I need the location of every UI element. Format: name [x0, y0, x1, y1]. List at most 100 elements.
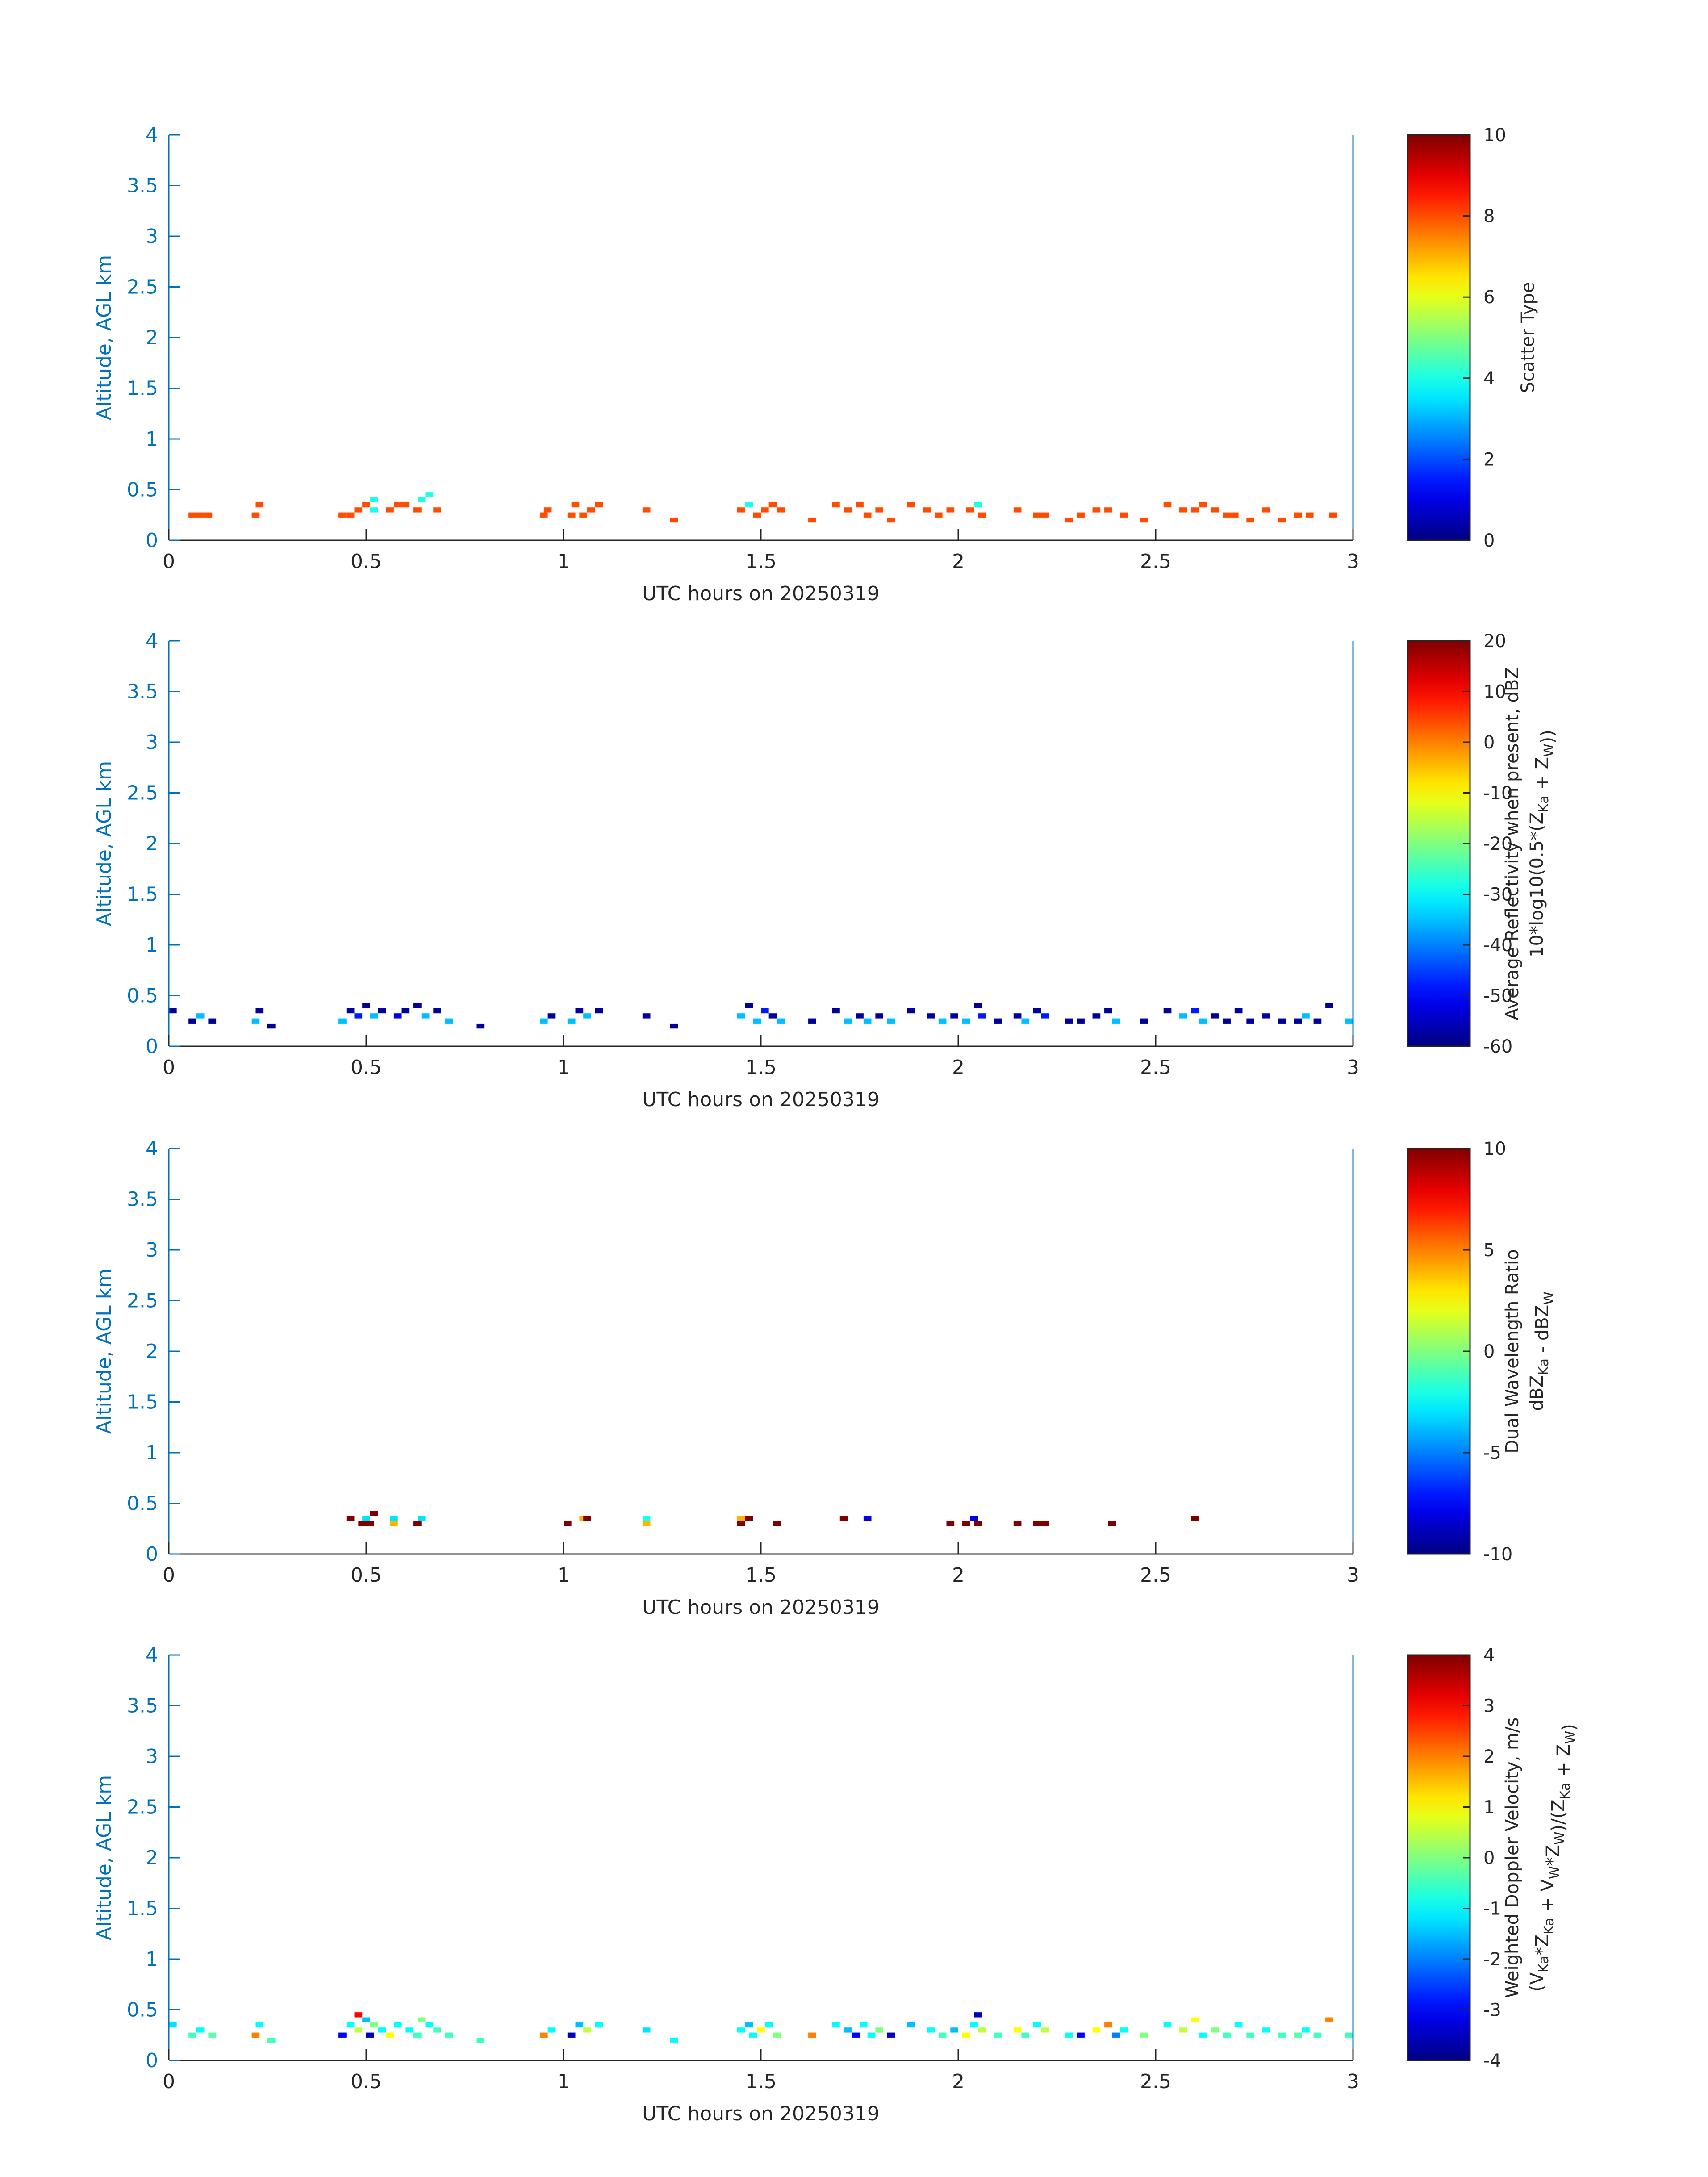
data-cell: [354, 2012, 363, 2018]
data-cell: [808, 517, 816, 523]
y-tick-label: 0: [146, 1035, 158, 1058]
data-cell: [393, 502, 402, 508]
y-tick-label: 1.5: [127, 1391, 158, 1414]
y-tick-label: 0: [146, 2049, 158, 2072]
data-cell: [757, 2027, 765, 2033]
colorbar-tick-label: 0: [1483, 1848, 1495, 1868]
colorbar-tick-label: 4: [1483, 368, 1495, 389]
data-cell: [476, 2037, 485, 2043]
data-cell: [844, 1018, 852, 1024]
data-cell: [413, 1003, 422, 1008]
data-cell: [354, 1013, 363, 1019]
data-cell: [642, 1521, 651, 1526]
data-cell: [1305, 512, 1314, 518]
data-cell: [346, 1008, 355, 1014]
data-cell: [773, 2032, 781, 2038]
data-cell: [595, 502, 603, 508]
x-tick-label: 2.5: [1140, 2070, 1171, 2093]
data-cell: [745, 502, 753, 508]
data-cell: [1191, 1516, 1199, 1521]
data-cell: [1179, 507, 1187, 513]
data-cell: [950, 1013, 958, 1019]
data-cell: [1246, 2032, 1254, 2038]
y-tick-label: 3: [146, 225, 158, 248]
x-tick-label: 3: [1347, 1564, 1359, 1587]
data-cell: [1112, 2032, 1120, 2038]
data-cell: [1191, 1008, 1199, 1014]
data-cell: [1211, 2027, 1219, 2033]
colorbar-tick-label: -60: [1483, 1036, 1512, 1057]
data-cell: [642, 2027, 651, 2033]
colorbar-tick-label: 0: [1483, 531, 1495, 551]
data-cell: [1278, 517, 1286, 523]
data-cell: [346, 512, 355, 518]
panel-2: 0 0.5 1 1.5 2 2.5 3 3.5 4 0 0.5 1 1.5 2 2.5 3 UTC hours …: [93, 630, 1558, 1111]
data-cell: [875, 1013, 884, 1019]
y-tick-label: 3: [146, 1745, 158, 1768]
colorbar-tick-label: -20: [1483, 834, 1512, 854]
y-tick-label: 0.5: [127, 1999, 158, 2022]
colorbar-label: dBZKa - dBZW: [1527, 1291, 1557, 1411]
data-cell: [844, 507, 852, 513]
x-axis-label: UTC hours on 20250319: [642, 2102, 880, 2125]
data-cell: [362, 1516, 370, 1521]
y-tick-label: 3.5: [127, 1695, 158, 1717]
y-tick-label: 4: [146, 630, 158, 652]
x-tick-label: 1.5: [745, 2070, 777, 2093]
x-tick-label: 1: [557, 2070, 570, 2093]
x-tick-label: 1: [557, 1564, 570, 1587]
data-cell: [366, 1521, 374, 1526]
data-cell: [773, 1521, 781, 1526]
data-cell: [1104, 507, 1112, 513]
y-tick-label: 2: [146, 1340, 158, 1363]
data-cell: [370, 497, 378, 502]
data-cell: [927, 1013, 935, 1019]
data-cell: [169, 2022, 177, 2028]
data-cell: [1140, 2032, 1148, 2038]
colorbar-tick-label: 3: [1483, 1696, 1495, 1717]
data-cell: [188, 512, 196, 518]
data-cell: [1211, 507, 1219, 513]
x-tick-label: 0.5: [351, 1056, 382, 1079]
data-cell: [208, 2032, 217, 2038]
data-cell: [946, 507, 955, 513]
data-cell: [808, 1018, 816, 1024]
data-cell: [251, 512, 260, 518]
data-cell: [642, 507, 651, 513]
data-cell: [1033, 2022, 1041, 2028]
data-cell: [1163, 502, 1172, 508]
data-cell: [867, 2032, 876, 2038]
data-cell: [378, 1008, 386, 1014]
y-tick-label: 1.5: [127, 1897, 158, 1920]
data-cell: [1108, 1521, 1116, 1526]
data-cell: [832, 2022, 840, 2028]
data-cell: [362, 502, 370, 508]
data-cell: [1092, 1013, 1101, 1019]
colorbar-tick-label: -3: [1483, 2000, 1501, 2021]
x-tick-label: 3: [1347, 2070, 1359, 2093]
data-cell: [994, 2032, 1002, 2038]
data-cell: [571, 502, 580, 508]
data-cell: [1191, 2017, 1199, 2022]
data-cell: [1021, 1018, 1030, 1024]
x-tick-label: 1: [557, 1056, 570, 1079]
x-tick-label: 3: [1347, 550, 1359, 573]
data-cell: [737, 1013, 745, 1019]
data-cell: [251, 1018, 260, 1024]
colorbar-tick-label: 2: [1483, 1747, 1495, 1767]
data-cell: [255, 502, 264, 508]
x-tick-label: 0.5: [351, 2070, 382, 2093]
x-axis-label: UTC hours on 20250319: [642, 1088, 880, 1111]
data-cell: [1345, 1018, 1353, 1024]
data-cell: [737, 507, 745, 513]
data-cell: [1294, 512, 1302, 518]
data-cell: [777, 1018, 785, 1024]
data-cell: [1294, 2032, 1302, 2038]
data-cell: [978, 512, 986, 518]
data-cell: [1223, 512, 1231, 518]
colorbar-tick-label: -10: [1483, 1544, 1512, 1565]
data-cell: [1077, 1018, 1085, 1024]
data-cell: [567, 1018, 576, 1024]
data-cell: [362, 1003, 370, 1008]
data-cell: [1041, 512, 1049, 518]
